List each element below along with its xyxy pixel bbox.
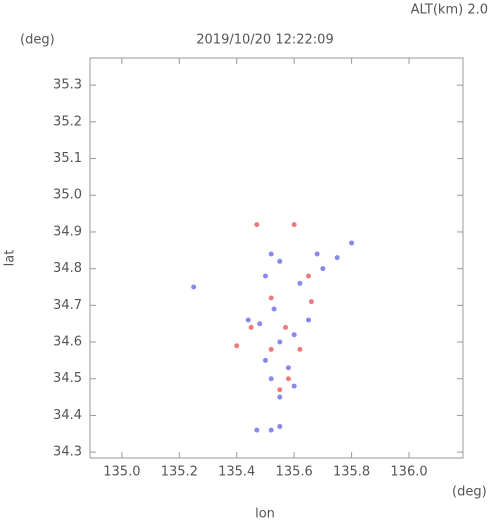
point [306,273,312,279]
x-unit: (deg) [452,485,487,500]
x-axis-label: lon [255,507,275,521]
point [308,299,314,305]
point [254,427,260,433]
y-tick-label: 35.0 [53,188,82,203]
y-axis-label: lat [3,250,18,267]
point [248,324,254,330]
x-tick-label: 135.6 [276,465,313,480]
y-unit: (deg) [20,33,55,48]
point [349,240,355,246]
x-tick-label: 135.2 [161,465,198,480]
subtitle: ALT(km) 2.0 [411,3,488,18]
point [268,346,274,352]
chart-title: 2019/10/20 12:22:09 [196,33,333,48]
x-tick-label: 135.0 [103,465,140,480]
point [268,376,274,382]
y-tick-label: 34.3 [53,445,82,460]
point [262,273,268,279]
point [277,258,283,264]
point [234,343,240,349]
point [277,387,283,393]
point [291,332,297,338]
y-tick-label: 34.5 [53,371,82,386]
y-tick-label: 34.8 [53,261,82,276]
y-tick-label: 35.1 [53,151,82,166]
point [314,251,320,257]
y-tick-label: 35.2 [53,114,82,129]
point [271,306,277,312]
y-tick-label: 35.3 [53,78,82,93]
y-tick-label: 34.4 [53,408,82,423]
point [191,284,197,290]
point [297,346,303,352]
plot-frame [89,57,464,459]
point [306,317,312,323]
x-tick-label: 136.0 [390,465,427,480]
point [277,339,283,345]
point [262,357,268,363]
x-tick-label: 135.4 [218,465,255,480]
y-tick-label: 34.7 [53,298,82,313]
point [268,295,274,301]
point [291,222,297,228]
point [285,376,291,382]
point [291,383,297,389]
point [245,317,251,323]
point [254,222,260,228]
point [283,324,289,330]
point [277,423,283,429]
x-tick-label: 135.8 [333,465,370,480]
y-tick-label: 34.6 [53,335,82,350]
point [285,365,291,371]
point [334,255,340,261]
y-tick-label: 34.9 [53,224,82,239]
point [320,266,326,272]
point [277,394,283,400]
point [297,280,303,286]
point [268,427,274,433]
point [268,251,274,257]
point [257,321,263,327]
